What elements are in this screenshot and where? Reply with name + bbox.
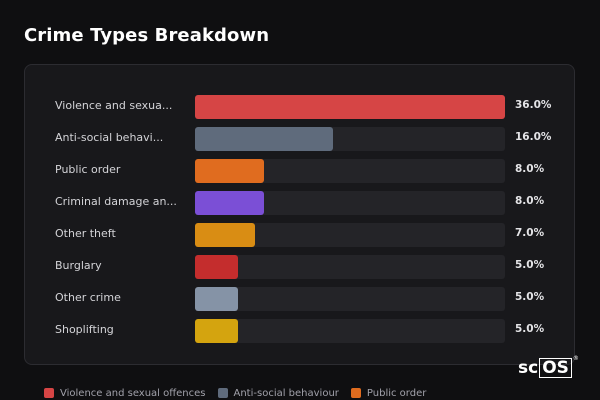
bar-category-label: Violence and sexua...	[55, 99, 173, 112]
bar[interactable]	[195, 223, 255, 247]
bar-track	[195, 191, 505, 215]
bar-row: Burglary 5.0%	[25, 255, 576, 279]
bar-row: Other crime 5.0%	[25, 287, 576, 311]
bar-value-label: 5.0%	[515, 259, 545, 271]
chart-legend: Violence and sexual offences Anti-social …	[44, 386, 426, 400]
bar-category-label: Shoplifting	[55, 323, 114, 336]
bar[interactable]	[195, 255, 238, 279]
bar-track	[195, 159, 505, 183]
bar-track	[195, 223, 505, 247]
legend-item[interactable]: Anti-social behaviour	[217, 387, 339, 399]
bar[interactable]	[195, 95, 505, 119]
bar[interactable]	[195, 191, 264, 215]
bar-category-label: Other crime	[55, 291, 121, 304]
legend-swatch	[44, 388, 54, 398]
bar-track	[195, 255, 505, 279]
bar-value-label: 5.0%	[515, 291, 545, 303]
chart-card: Violence and sexua... 36.0% Anti-social be…	[24, 64, 575, 365]
legend-label: Public order	[366, 387, 427, 399]
bar-row: Shoplifting 5.0%	[25, 319, 576, 343]
logo-box: OS	[539, 358, 572, 378]
legend-label: Anti-social behaviour	[233, 387, 339, 399]
bar[interactable]	[195, 287, 238, 311]
legend-swatch	[350, 388, 361, 398]
legend-swatch	[217, 388, 228, 398]
legend-item[interactable]: Violence and sexual offences	[44, 388, 206, 399]
bar-row: Criminal damage an... 8.0%	[25, 191, 576, 215]
bar-category-label: Other theft	[55, 227, 116, 240]
bar-value-label: 16.0%	[515, 131, 552, 143]
page-title: Crime Types Breakdown	[24, 25, 270, 46]
bar-value-label: 7.0%	[515, 227, 545, 239]
bar-track	[195, 95, 505, 119]
logo-prefix: sc	[518, 358, 539, 378]
bar-value-label: 36.0%	[515, 99, 552, 111]
bar-category-label: Criminal damage an...	[55, 195, 177, 208]
bar-value-label: 8.0%	[515, 195, 545, 207]
bar[interactable]	[195, 127, 333, 151]
bar-track	[195, 319, 505, 343]
bar-track	[195, 287, 505, 311]
scos-logo: sc OS ®	[518, 355, 579, 379]
bar-value-label: 8.0%	[515, 163, 545, 175]
bar-row: Anti-social behavi... 16.0%	[25, 127, 576, 151]
bar-category-label: Anti-social behavi...	[55, 131, 164, 144]
bar-category-label: Burglary	[55, 259, 102, 272]
bar-row: Other theft 7.0%	[25, 223, 576, 247]
bar-value-label: 5.0%	[515, 323, 545, 335]
bar-track	[195, 127, 505, 151]
bar-category-label: Public order	[55, 163, 121, 176]
bar-row: Public order 8.0%	[25, 159, 576, 183]
bar[interactable]	[195, 319, 238, 343]
legend-item[interactable]: Public order	[350, 387, 427, 399]
bar[interactable]	[195, 159, 264, 183]
legend-label: Violence and sexual offences	[60, 387, 206, 399]
logo-registered-mark: ®	[572, 355, 579, 362]
bar-row: Violence and sexua... 36.0%	[25, 95, 576, 119]
